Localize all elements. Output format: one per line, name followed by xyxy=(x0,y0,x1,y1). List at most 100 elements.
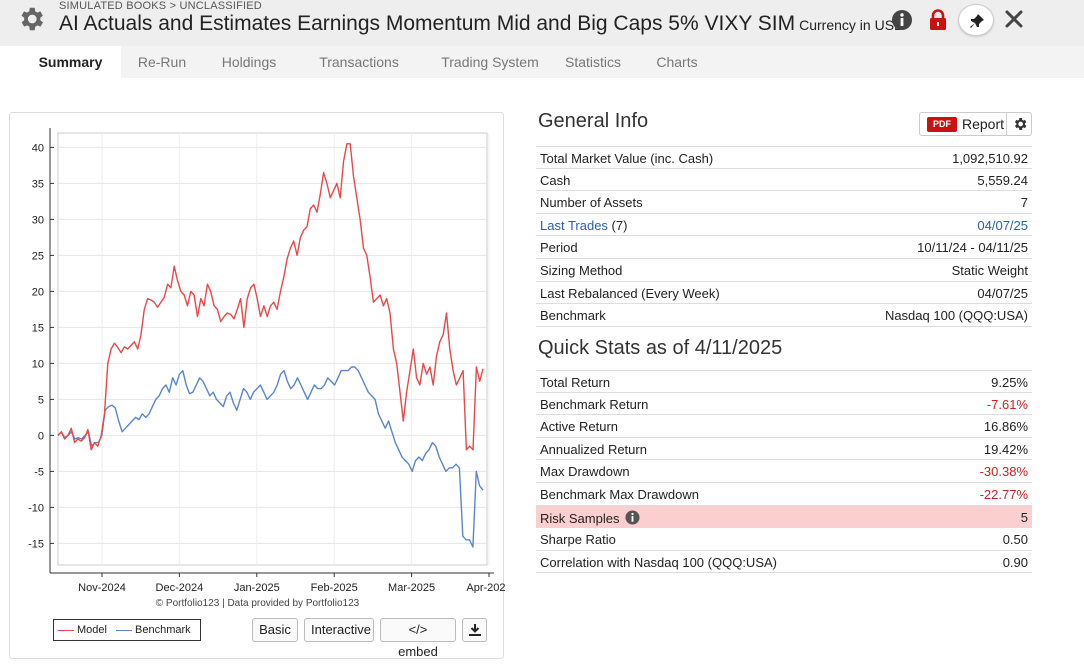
y-tick-label: -10 xyxy=(28,502,44,514)
embed-chart-button[interactable]: </> embed xyxy=(380,618,456,659)
tab-trading-system[interactable]: Trading System xyxy=(441,54,539,70)
x-tick-label: Apr-2025 xyxy=(466,582,505,593)
info-icon[interactable] xyxy=(625,510,640,525)
last-trades-link[interactable]: Last Trades xyxy=(540,217,608,233)
y-tick-label: 10 xyxy=(32,358,44,370)
series-line-benchmark[interactable] xyxy=(57,366,484,548)
info-label: Number of Assets xyxy=(540,195,643,211)
stat-row-total-return: Total Return 9.25% xyxy=(536,370,1032,393)
download-icon xyxy=(468,624,481,636)
info-row-last-rebalanced: Last Rebalanced (Every Week) 04/07/25 xyxy=(536,282,1032,305)
stat-row-benchmark-max-drawdown: Benchmark Max Drawdown -22.77% xyxy=(536,483,1032,506)
info-value: Static Weight xyxy=(951,262,1028,278)
legend-swatch-model xyxy=(58,629,74,631)
breadcrumb[interactable]: SIMULATED BOOKS > UNCLASSIFIED xyxy=(59,0,262,12)
pin-button[interactable] xyxy=(958,4,994,36)
stat-row-benchmark-return: Benchmark Return -7.61% xyxy=(536,393,1032,416)
plot-area xyxy=(57,132,488,566)
page-title: AI Actuals and Estimates Earnings Moment… xyxy=(59,12,904,36)
info-row-cash: Cash 5,559.24 xyxy=(536,169,1032,192)
stat-row-annualized-return: Annualized Return 19.42% xyxy=(536,438,1032,461)
info-label: Benchmark xyxy=(540,308,606,324)
y-tick-label: 35 xyxy=(32,178,44,190)
y-tick-label: -15 xyxy=(28,538,44,550)
y-tick-label: 40 xyxy=(32,142,44,154)
x-tick-label: Mar-2025 xyxy=(388,582,435,593)
x-tick-label: Dec-2024 xyxy=(156,582,204,593)
stat-label: Correlation with Nasdaq 100 (QQQ:USA) xyxy=(540,554,777,570)
tab-charts[interactable]: Charts xyxy=(656,54,698,70)
stat-label: Sharpe Ratio xyxy=(540,532,616,548)
last-trades-count: (7) xyxy=(607,217,628,233)
y-tick-label: 20 xyxy=(32,286,44,298)
info-icon[interactable] xyxy=(891,9,913,31)
info-label: Period xyxy=(540,240,578,256)
lock-icon[interactable] xyxy=(927,9,949,31)
info-row-benchmark: Benchmark Nasdaq 100 (QQQ:USA) xyxy=(536,304,1032,327)
series-line-model[interactable] xyxy=(57,143,484,451)
report-button-divider xyxy=(1006,113,1007,135)
info-value: 04/07/25 xyxy=(977,285,1028,301)
stat-row-risk-samples: Risk Samples 5 xyxy=(536,505,1032,529)
general-info-table: Total Market Value (inc. Cash) 1,092,510… xyxy=(536,146,1032,327)
stat-label: Benchmark Return xyxy=(540,396,649,412)
info-label: Last Rebalanced (Every Week) xyxy=(540,285,720,301)
legend-swatch-benchmark xyxy=(116,629,132,631)
legend-item-benchmark[interactable]: Benchmark xyxy=(116,624,191,636)
stat-value: 9.25% xyxy=(991,375,1028,390)
stat-value: 19.42% xyxy=(983,441,1028,457)
stat-row-active-return: Active Return 16.86% xyxy=(536,415,1032,438)
last-trades-date-link[interactable]: 04/07/25 xyxy=(977,217,1028,233)
info-row-last-trades: Last Trades (7) 04/07/25 xyxy=(536,214,1032,237)
y-tick-label: 25 xyxy=(32,250,44,262)
tab-transactions[interactable]: Transactions xyxy=(319,54,399,70)
currency-label: Currency in USD xyxy=(799,17,905,33)
stat-label: Benchmark Max Drawdown xyxy=(540,486,699,502)
info-label: Cash xyxy=(540,172,571,188)
legend-label-model: Model xyxy=(77,624,107,636)
tab-re-run[interactable]: Re-Run xyxy=(137,54,187,70)
info-value: 7 xyxy=(1020,195,1028,211)
tab-statistics[interactable]: Statistics xyxy=(564,54,621,70)
info-value: 10/11/24 - 04/11/25 xyxy=(917,240,1028,256)
stat-value: -7.61% xyxy=(986,396,1028,412)
stat-value: -22.77% xyxy=(979,486,1028,502)
y-tick-label: 5 xyxy=(38,394,44,406)
stat-label: Risk Samples xyxy=(540,510,640,526)
x-tick-label: Feb-2025 xyxy=(311,582,358,593)
stat-value: -30.38% xyxy=(979,464,1028,480)
stat-value: 0.50 xyxy=(1002,532,1028,548)
info-label: Last Trades (7) xyxy=(540,218,627,233)
tab-summary[interactable]: Summary xyxy=(20,46,121,78)
report-button-label: Report xyxy=(962,116,1005,132)
close-icon[interactable] xyxy=(1004,9,1024,29)
performance-chart-panel: 40 35 30 25 20 15 10 5 0 -5 -10 -15 Nov-2024 Dec-202… xyxy=(9,112,505,659)
gear-icon[interactable] xyxy=(16,4,46,34)
stat-label: Annualized Return xyxy=(540,441,647,457)
stat-label: Total Return xyxy=(540,375,611,390)
gear-icon[interactable] xyxy=(1012,116,1028,132)
tab-holdings[interactable]: Holdings xyxy=(221,54,277,70)
info-value: 1,092,510.92 xyxy=(952,151,1028,166)
pdf-icon: PDF xyxy=(927,117,957,132)
interactive-chart-button[interactable]: Interactive xyxy=(304,618,374,642)
y-tick-label: 15 xyxy=(32,322,44,334)
stat-row-sharpe-ratio: Sharpe Ratio 0.50 xyxy=(536,528,1032,551)
report-button[interactable]: PDF Report xyxy=(919,112,1032,136)
x-tick-label: Nov-2024 xyxy=(78,582,126,593)
header-bar: SIMULATED BOOKS > UNCLASSIFIED AI Actual… xyxy=(0,0,1084,46)
info-label: Total Market Value (inc. Cash) xyxy=(540,151,714,166)
y-tick-label: -5 xyxy=(34,466,44,478)
info-value: 5,559.24 xyxy=(977,172,1028,188)
download-chart-button[interactable] xyxy=(462,618,487,642)
stat-value: 0.90 xyxy=(1002,554,1028,570)
stat-value: 5 xyxy=(1020,509,1028,525)
legend-label-benchmark: Benchmark xyxy=(135,624,191,636)
chart-legend: Model Benchmark xyxy=(53,619,201,641)
performance-chart[interactable]: 40 35 30 25 20 15 10 5 0 -5 -10 -15 Nov-2024 Dec-202… xyxy=(10,113,505,593)
quick-stats-title: Quick Stats as of 4/11/2025 xyxy=(538,337,783,359)
legend-item-model[interactable]: Model xyxy=(58,624,107,636)
basic-chart-button[interactable]: Basic xyxy=(252,618,298,642)
pin-icon xyxy=(970,14,984,28)
info-value: Nasdaq 100 (QQQ:USA) xyxy=(884,308,1028,324)
